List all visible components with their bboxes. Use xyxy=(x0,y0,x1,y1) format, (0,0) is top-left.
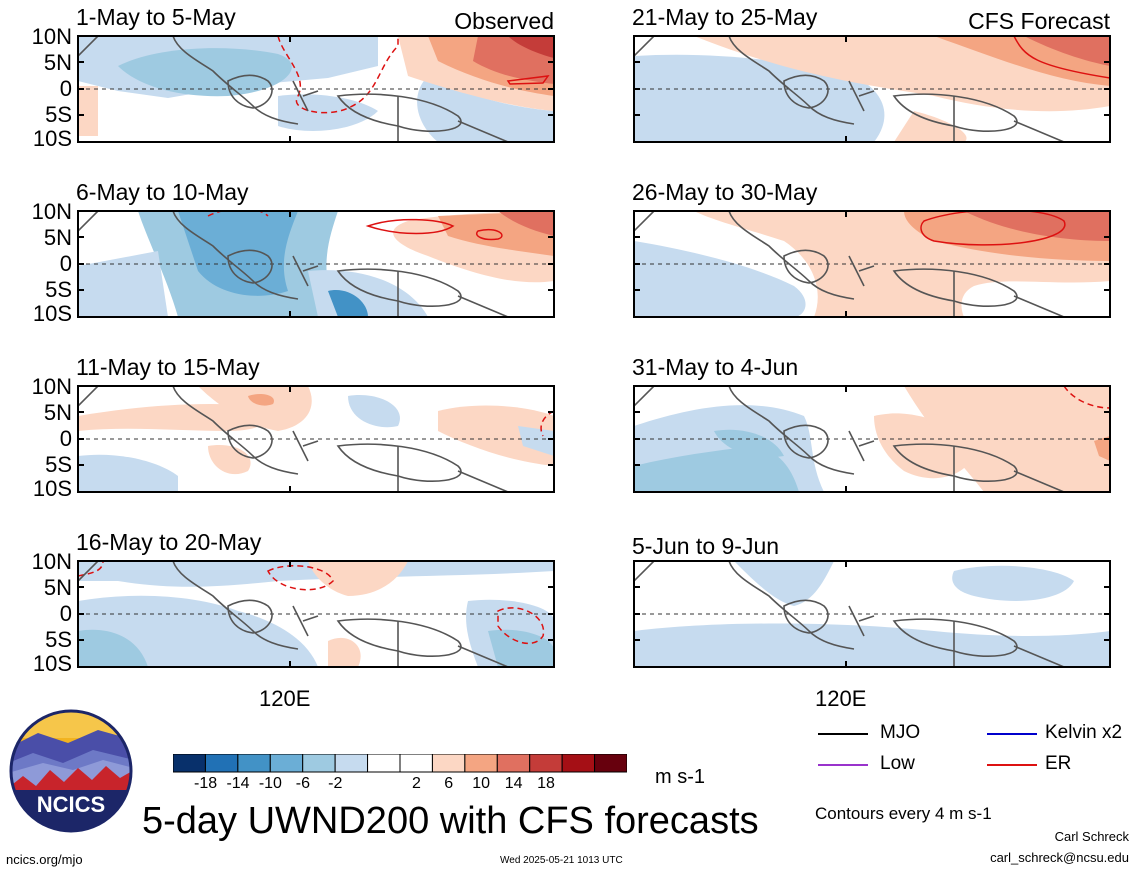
panel-title-7: 16-May to 20-May xyxy=(76,529,262,555)
map-panel-4 xyxy=(634,211,1110,317)
colorbar-tick-label: 14 xyxy=(504,775,523,792)
colorbar-swatch xyxy=(496,754,531,773)
colorbar-swatch xyxy=(464,754,498,773)
lat-label-10s: 10S xyxy=(32,126,72,151)
lat-label-eq: 0 xyxy=(59,601,72,626)
map-panel-2 xyxy=(634,36,1110,142)
lat-label-5n: 5N xyxy=(43,575,72,600)
colorbar-tick-label: 10 xyxy=(472,775,490,792)
colorbar-tick-label: 18 xyxy=(537,775,555,792)
colorbar-tick-label: -14 xyxy=(226,775,250,792)
lat-label-5n: 5N xyxy=(43,400,72,425)
lat-label-5n: 5N xyxy=(43,225,72,250)
main-title: 5-day UWND200 with CFS forecasts xyxy=(142,800,759,842)
colorbar-swatch xyxy=(173,754,206,773)
colorbar-tick-label: 2 xyxy=(411,775,421,792)
colorbar xyxy=(173,754,627,773)
legend-label-kelvin: Kelvin x2 xyxy=(1045,722,1123,743)
colorbar-tick-label: -2 xyxy=(328,775,343,792)
lat-label-5n: 5N xyxy=(43,50,72,75)
legend-label-low: Low xyxy=(880,753,915,774)
author-email[interactable]: carl_schreck@ncsu.edu xyxy=(990,850,1129,865)
map-panel-7 xyxy=(78,561,554,667)
legend-line-low xyxy=(818,764,868,766)
colorbar-tick-label: -18 xyxy=(194,775,218,792)
legend-label-mjo: MJO xyxy=(880,722,921,743)
panel-title-2: 21-May to 25-May xyxy=(632,4,818,30)
legend-line-mjo xyxy=(818,733,868,735)
ncics-logo: NCICS xyxy=(9,709,133,833)
colorbar-swatch xyxy=(399,754,433,773)
colorbar-swatch xyxy=(431,754,466,773)
legend-line-er xyxy=(987,764,1037,766)
lat-label-eq: 0 xyxy=(59,76,72,101)
map-panel-6 xyxy=(634,386,1110,492)
colorbar-tick-label: -10 xyxy=(258,775,282,792)
lat-label-10s: 10S xyxy=(32,651,72,676)
lon-label-left: 120E xyxy=(259,686,311,711)
colorbar-swatch xyxy=(237,754,271,773)
site-url[interactable]: ncics.org/mjo xyxy=(6,852,83,867)
lon-label-right: 120E xyxy=(815,686,867,711)
panel-title-6: 31-May to 4-Jun xyxy=(632,354,799,380)
lat-label-5s: 5S xyxy=(45,627,72,652)
colorbar-tick-label: 6 xyxy=(444,775,454,792)
lat-label-5s: 5S xyxy=(45,277,72,302)
lat-label-10n: 10N xyxy=(31,24,72,49)
legend-line-kelvin xyxy=(987,733,1037,735)
lat-label-eq: 0 xyxy=(59,426,72,451)
panel-title-3: 6-May to 10-May xyxy=(76,179,249,205)
lat-label-eq: 0 xyxy=(59,251,72,276)
lat-label-10s: 10S xyxy=(32,476,72,501)
lat-label-5s: 5S xyxy=(45,452,72,477)
lat-label-10n: 10N xyxy=(31,199,72,224)
observed-label: Observed xyxy=(454,8,554,34)
colorbar-swatch xyxy=(204,754,239,773)
cfs-forecast-label: CFS Forecast xyxy=(968,8,1110,34)
colorbar-swatch xyxy=(594,754,627,773)
colorbar-swatch xyxy=(529,754,563,773)
lat-label-10n: 10N xyxy=(31,549,72,574)
map-panel-8 xyxy=(634,561,1110,667)
panel-title-8: 5-Jun to 9-Jun xyxy=(632,533,780,559)
logo-text: NCICS xyxy=(37,792,105,817)
panel-title-4: 26-May to 30-May xyxy=(632,179,818,205)
colorbar-tick-label: -6 xyxy=(295,775,310,792)
legend-label-er: ER xyxy=(1045,753,1072,774)
panel-title-1: 1-May to 5-May xyxy=(76,4,236,30)
author-name: Carl Schreck xyxy=(1054,829,1129,844)
map-panel-1 xyxy=(78,36,554,142)
colorbar-swatch xyxy=(561,754,596,773)
map-panel-5 xyxy=(78,386,554,492)
colorbar-swatch xyxy=(269,754,304,773)
colorbar-labels: -18 -14 -10 -6 -2 2 6 10 14 18 xyxy=(173,775,627,795)
colorbar-swatch xyxy=(367,754,401,773)
timestamp: Wed 2025-05-21 1013 UTC xyxy=(500,855,623,866)
lat-label-10s: 10S xyxy=(32,301,72,326)
lat-label-10n: 10N xyxy=(31,374,72,399)
map-panel-3 xyxy=(78,211,554,317)
colorbar-units: m s-1 xyxy=(655,766,705,788)
colorbar-swatch xyxy=(334,754,369,773)
colorbar-swatch xyxy=(302,754,336,773)
lat-label-5s: 5S xyxy=(45,102,72,127)
contours-note: Contours every 4 m s-1 xyxy=(815,804,992,823)
panel-title-5: 11-May to 15-May xyxy=(76,354,260,380)
